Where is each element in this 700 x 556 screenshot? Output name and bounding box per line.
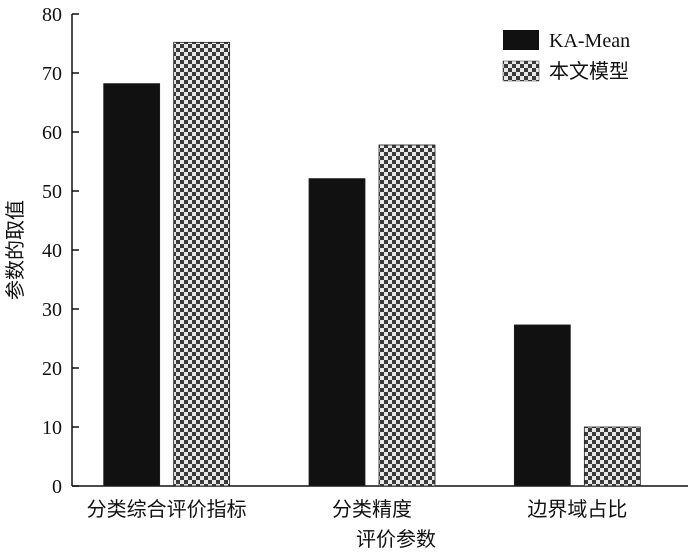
x-category-label: 分类精度	[332, 497, 412, 521]
y-tick-label: 40	[42, 240, 62, 262]
bar-series-1-cat-3	[513, 324, 571, 487]
y-tick-label: 20	[42, 358, 62, 380]
x-axis-title: 评价参数	[356, 527, 436, 551]
y-tick-label: 70	[42, 63, 62, 85]
y-tick-label: 10	[42, 417, 62, 439]
legend-swatch-series-2	[502, 60, 540, 82]
y-tick-label: 80	[42, 4, 62, 26]
y-tick-label: 60	[42, 122, 62, 144]
bars-group	[103, 41, 641, 487]
y-axis-title: 参数的取值	[3, 200, 27, 300]
y-tick-label: 30	[42, 299, 62, 321]
bar-series-1-cat-1	[103, 83, 161, 487]
bar-series-1-cat-2	[308, 178, 366, 487]
x-category-label: 边界域占比	[527, 497, 627, 521]
legend-swatch-series-1	[503, 30, 539, 50]
bar-series-2-cat-1	[173, 41, 231, 487]
bar-series-2-cat-2	[378, 144, 436, 487]
legend-label-series-2: 本文模型	[549, 60, 629, 83]
bar-series-2-cat-3	[583, 426, 641, 487]
y-axis-ticks: 0 10 20 30 40 50 60 70 80	[42, 4, 79, 498]
x-category-label: 分类综合评价指标	[87, 497, 247, 521]
legend: KA-Mean 本文模型	[502, 30, 630, 83]
y-tick-label: 50	[42, 181, 62, 203]
x-axis-category-labels: 分类综合评价指标 分类精度 边界域占比	[87, 497, 628, 521]
y-tick-label: 0	[52, 476, 62, 498]
legend-label-series-1: KA-Mean	[549, 30, 630, 52]
